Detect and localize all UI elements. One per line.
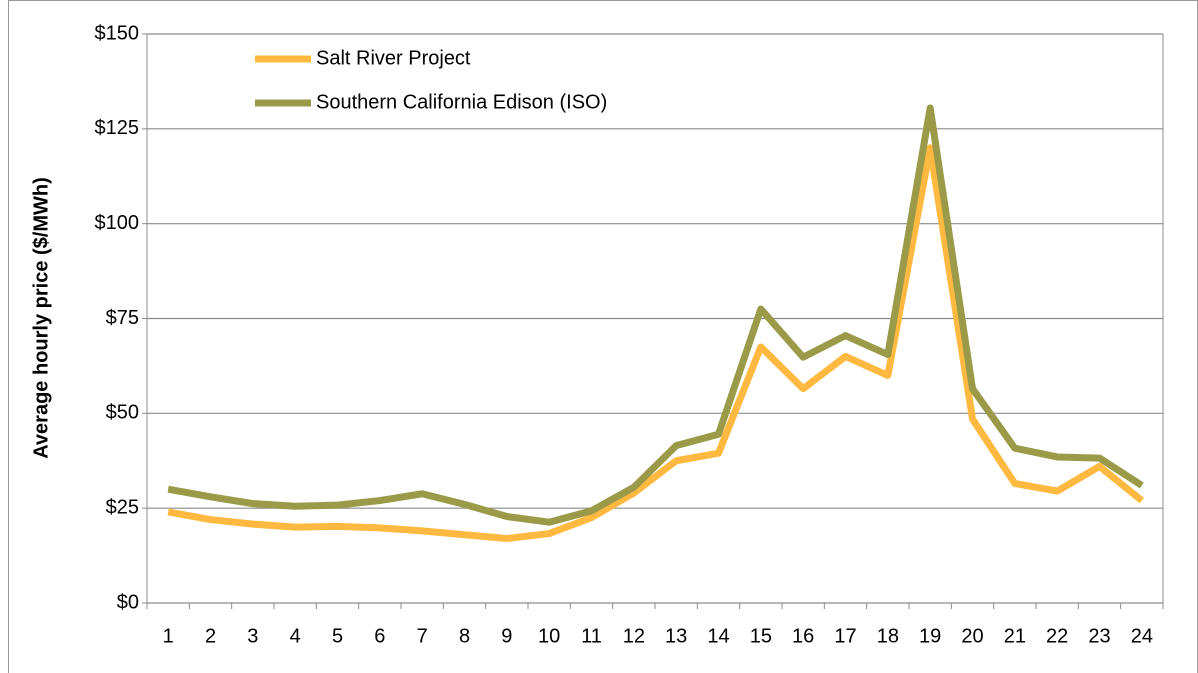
x-tick-label: 2 <box>205 625 216 647</box>
x-tick-label: 1 <box>163 625 174 647</box>
y-tick-label: $0 <box>117 591 139 613</box>
legend-label: Southern California Edison (ISO) <box>316 91 607 113</box>
y-tick-label: $125 <box>95 117 140 139</box>
y-tick-label: $25 <box>106 496 139 518</box>
x-tick-label: 9 <box>501 625 512 647</box>
y-tick-label: $75 <box>106 307 139 329</box>
x-tick-label: 3 <box>247 625 258 647</box>
x-tick-label: 10 <box>538 625 560 647</box>
x-tick-label: 24 <box>1131 625 1153 647</box>
y-tick-label: $100 <box>95 212 140 234</box>
legend-label: Salt River Project <box>316 47 471 69</box>
x-tick-label: 17 <box>834 625 856 647</box>
series-line <box>167 104 1144 526</box>
x-tick-label: 23 <box>1088 625 1110 647</box>
x-tick-label: 13 <box>665 625 687 647</box>
x-tick-label: 19 <box>919 625 941 647</box>
x-tick-label: 12 <box>623 625 645 647</box>
x-tick-label: 6 <box>374 625 385 647</box>
x-tick-label: 11 <box>581 625 602 647</box>
x-tick-label: 4 <box>290 625 301 647</box>
x-tick-label: 16 <box>792 625 814 647</box>
series-line <box>167 144 1145 543</box>
x-tick-label: 8 <box>459 625 470 647</box>
x-tick-label: 5 <box>332 625 343 647</box>
x-tick-label: 14 <box>707 625 729 647</box>
x-tick-label: 15 <box>750 625 772 647</box>
x-tick-label: 21 <box>1004 625 1026 647</box>
x-tick-label: 20 <box>961 625 983 647</box>
x-tick-label: 22 <box>1046 625 1068 647</box>
y-tick-label: $50 <box>106 402 139 424</box>
x-tick-label: 7 <box>417 625 428 647</box>
x-tick-label: 18 <box>877 625 899 647</box>
y-tick-label: $150 <box>95 22 140 44</box>
y-axis-label: Average hourly price ($/MWh) <box>30 177 52 459</box>
